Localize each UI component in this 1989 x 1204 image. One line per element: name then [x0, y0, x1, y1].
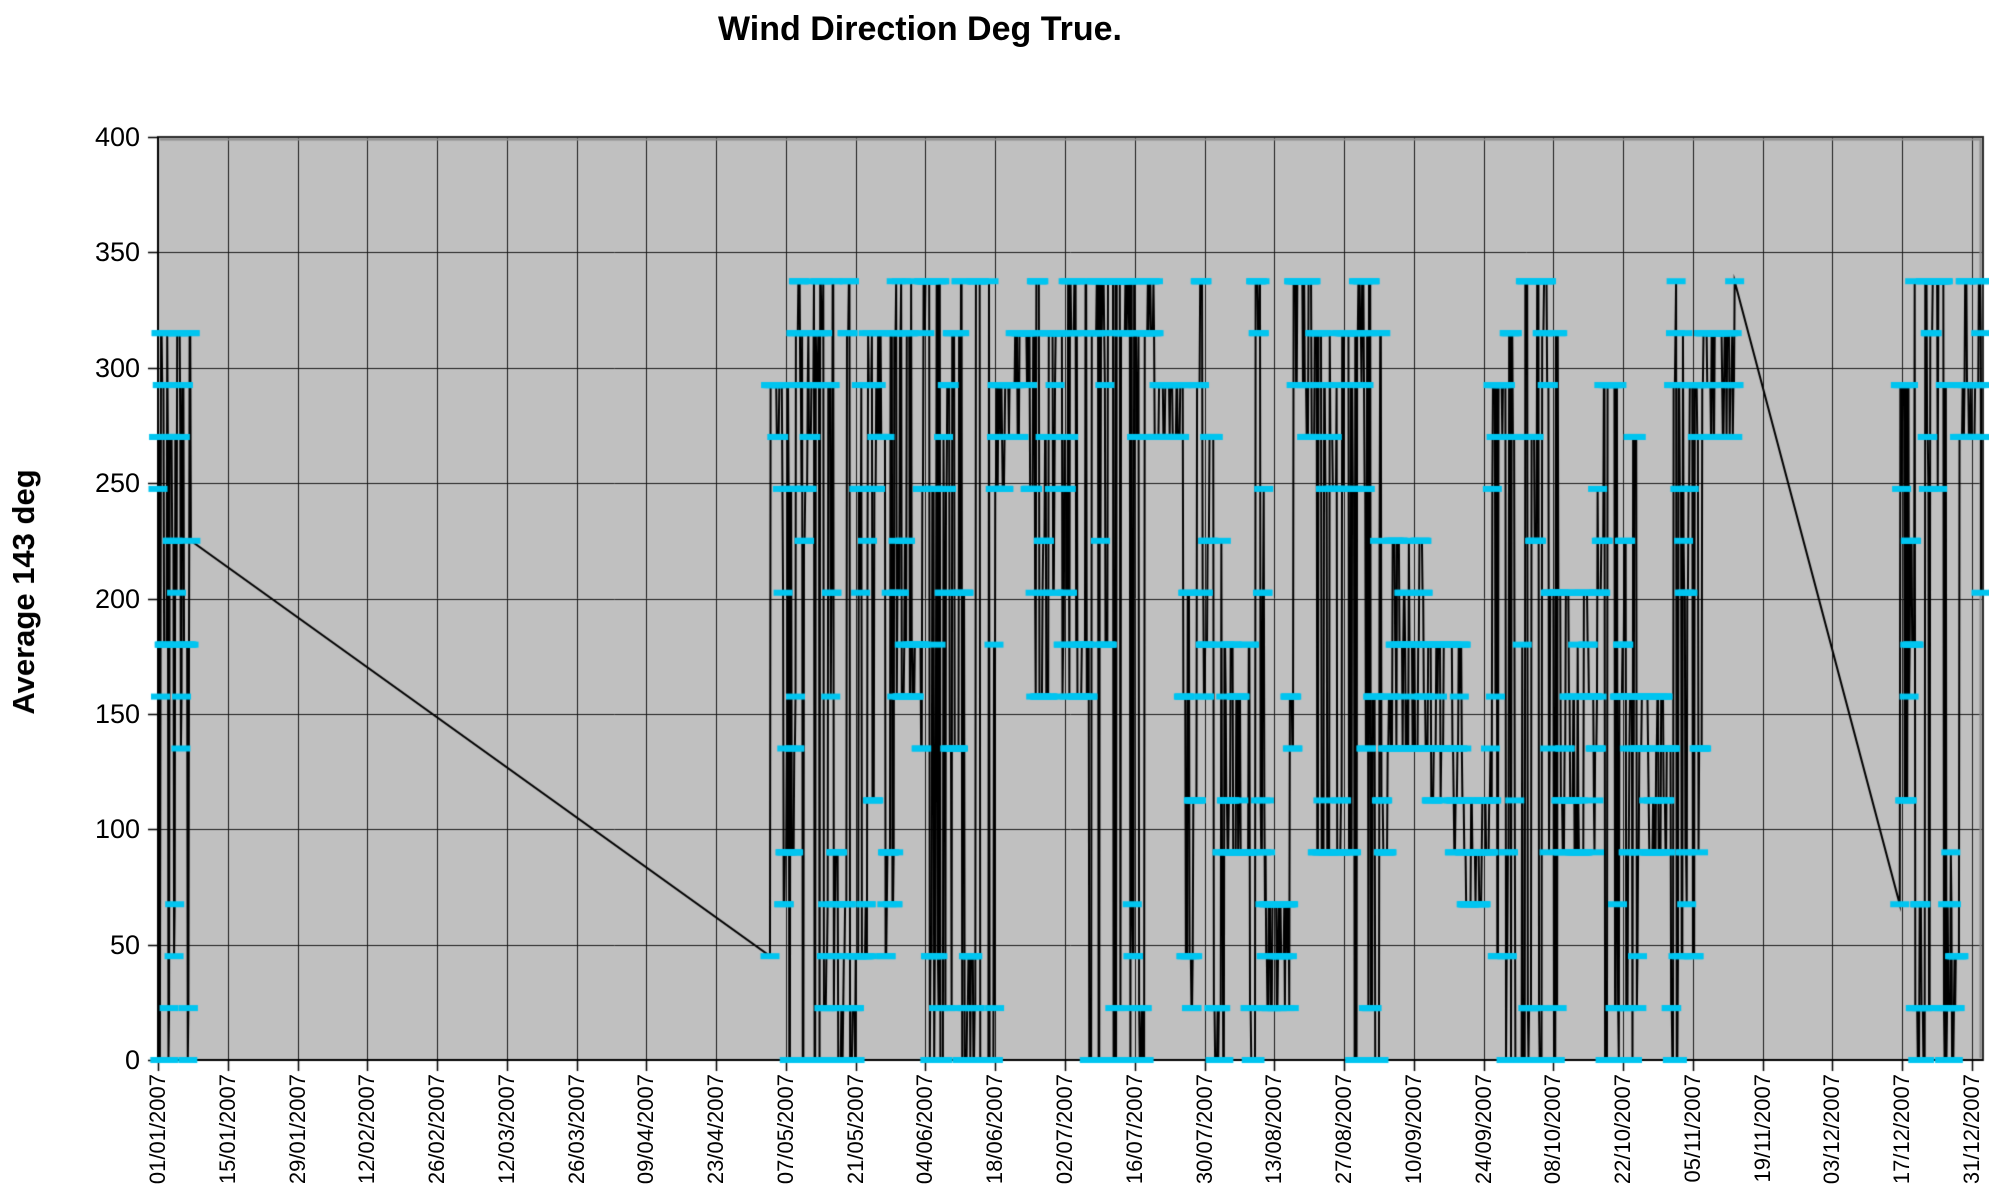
x-axis-tick-label: 12/03/2007 — [493, 1074, 519, 1185]
y-axis-tick-label: 150 — [94, 698, 140, 729]
x-axis-tick-label: 09/04/2007 — [633, 1074, 659, 1185]
chart-title: Wind Direction Deg True. — [718, 10, 1122, 48]
x-axis-tick-label: 17/12/2007 — [1889, 1074, 1915, 1185]
y-axis-tick-label: 200 — [94, 583, 140, 614]
x-axis-tick-label: 02/07/2007 — [1052, 1074, 1077, 1185]
x-axis-tick-label: 22/10/2007 — [1610, 1074, 1636, 1185]
x-axis-tick-label: 30/07/2007 — [1191, 1074, 1217, 1185]
x-axis-tick-label: 24/09/2007 — [1470, 1074, 1496, 1185]
x-axis-tick-label: 26/03/2007 — [563, 1074, 589, 1185]
y-axis-tick-label: 100 — [94, 814, 140, 845]
y-axis-tick-label: 350 — [94, 237, 140, 268]
x-axis-tick-label: 08/10/2007 — [1540, 1074, 1566, 1185]
y-axis-tick-label: 50 — [109, 929, 140, 960]
y-axis-tick-label: 0 — [124, 1045, 140, 1075]
x-axis-tick-label: 03/12/2007 — [1819, 1074, 1845, 1185]
x-axis-tick-label: 01/01/2007 — [145, 1074, 170, 1185]
y-axis-tick-label: 250 — [94, 468, 140, 499]
x-axis-tick-label: 27/08/2007 — [1331, 1074, 1357, 1185]
x-axis-tick-label: 05/11/2007 — [1679, 1074, 1705, 1183]
x-axis-tick-label: 12/02/2007 — [354, 1074, 380, 1185]
y-axis-tick-label: 300 — [94, 352, 140, 383]
x-axis-tick-label: 31/12/2007 — [1959, 1074, 1984, 1185]
x-axis-tick-label: 07/05/2007 — [772, 1074, 798, 1185]
y-axis-tick-label: 400 — [94, 122, 140, 152]
x-axis-tick-label: 21/05/2007 — [842, 1074, 868, 1185]
x-axis-tick-label: 10/09/2007 — [1400, 1074, 1426, 1185]
x-axis-tick-label: 16/07/2007 — [1121, 1074, 1147, 1185]
x-axis-tick-label: 19/11/2007 — [1749, 1074, 1775, 1183]
x-axis-tick-label: 04/06/2007 — [912, 1074, 938, 1185]
x-axis-tick-label: 18/06/2007 — [982, 1074, 1008, 1185]
x-axis-tick-label: 23/04/2007 — [703, 1074, 729, 1185]
x-axis-tick-label: 29/01/2007 — [284, 1074, 310, 1185]
x-axis-tick-label: 15/01/2007 — [214, 1074, 240, 1185]
x-axis-tick-label: 13/08/2007 — [1261, 1074, 1287, 1185]
x-axis-tick-label: 26/02/2007 — [424, 1074, 450, 1185]
